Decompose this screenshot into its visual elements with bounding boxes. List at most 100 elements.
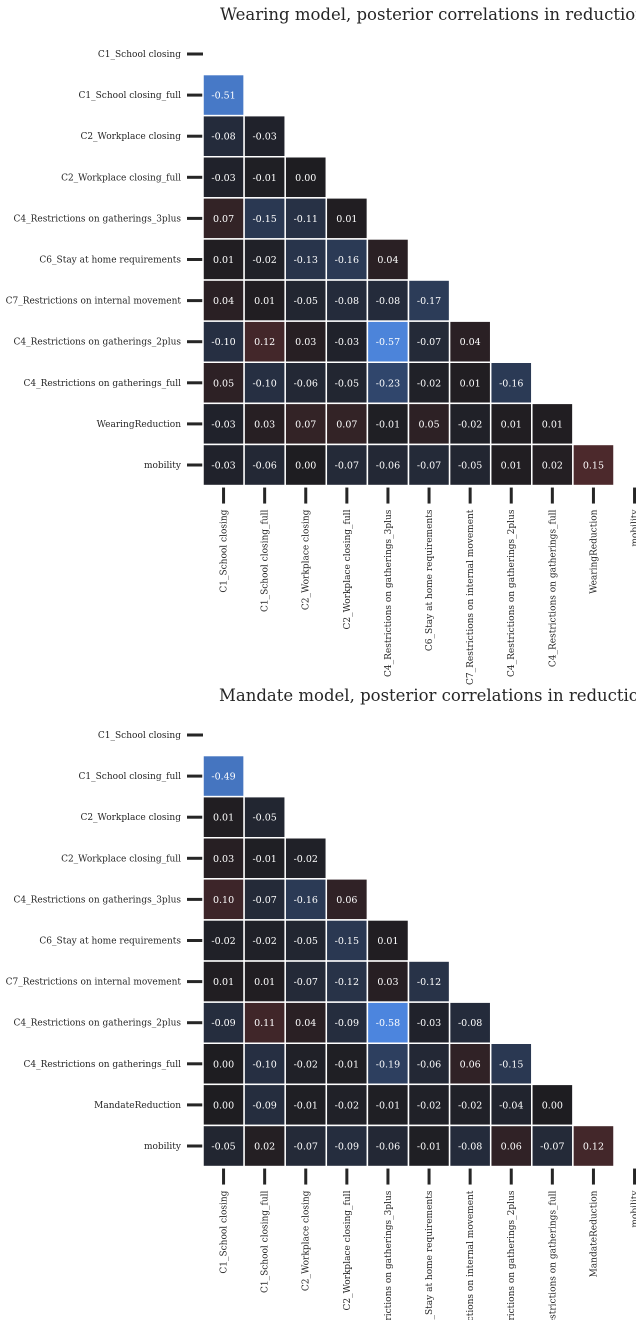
y-tick-label: C4_Restrictions on gatherings_2plus [14,338,182,348]
cell-value-label: 0.03 [213,854,234,865]
y-tick-label: WearingReduction [97,420,182,430]
heatmap-cell [284,320,328,363]
cell-value-label: -0.02 [417,1100,441,1111]
x-tick-label: C2_Workplace closing_full [343,1190,353,1310]
cell-value-label: -0.16 [335,255,359,266]
cell-value-label: 0.00 [295,461,316,472]
cell-value-label: 0.12 [254,337,275,348]
cell-value-label: 0.01 [377,936,398,947]
cell-value-label: 0.01 [501,461,522,472]
cell-value-label: -0.17 [417,296,441,307]
y-tick-label: C7_Restrictions on internal movement [6,297,182,307]
cell-value-label: -0.05 [335,378,359,389]
cell-value-label: -0.02 [252,936,276,947]
x-tick-label: C2_Workplace closing_full [343,509,353,629]
y-tick-label: C4_Restrictions on gatherings_3plus [14,214,182,224]
y-tick-label: C1_School closing_full [79,772,182,782]
x-tick-label: C7_Restrictions on internal movement [466,1190,476,1320]
x-tick-label: C4_Restrictions on gatherings_3plus [384,509,394,677]
heatmap-cell [366,1042,410,1086]
cell-value-label: -0.05 [294,296,318,307]
heatmap-cell [202,114,245,158]
heatmap-cell [448,443,492,487]
y-tick-label: C1_School closing_full [79,91,182,101]
cell-value-label: 0.06 [336,895,357,906]
chart-title: Mandate model, posterior correlations in… [219,686,636,705]
cell-value-label: 0.15 [583,461,604,472]
y-tick-label: C4_Restrictions on gatherings_full [23,379,181,389]
heatmap-cell [407,402,451,446]
cell-value-label: -0.15 [499,1059,523,1070]
y-tick-label: C1_School closing [98,50,181,60]
x-tick-label: mobility [631,1190,636,1228]
cell-value-label: -0.03 [211,461,235,472]
heatmap-cell [243,279,286,322]
cell-value-label: -0.01 [252,854,276,865]
cell-value-label: 0.04 [295,1018,316,1029]
heatmap-cell [448,320,492,363]
cell-value-label: -0.10 [211,337,235,348]
heatmap-cell [202,320,245,363]
cell-value-label: 0.02 [254,1142,275,1153]
y-tick-label: C7_Restrictions on internal movement [6,978,182,988]
cell-value-label: -0.02 [294,854,318,865]
cell-value-label: 0.03 [295,337,316,348]
cell-value-label: -0.05 [458,461,482,472]
x-tick-label: C7_Restrictions on internal movement [466,509,476,685]
cell-value-label: -0.12 [335,977,359,988]
cell-value-label: 0.03 [377,977,398,988]
cell-value-label: -0.08 [335,296,359,307]
heatmap-cell [202,73,245,117]
heatmap-cell [448,1042,492,1086]
cell-value-label: -0.07 [540,1142,564,1153]
cell-value-label: -0.07 [294,977,318,988]
heatmap-cell [243,156,286,199]
cell-value-label: -0.05 [294,936,318,947]
cell-value-label: 0.07 [213,214,234,225]
heatmap-cell [407,1124,451,1168]
heatmap-cell [202,402,245,446]
y-tick-label: mobility [144,461,182,471]
y-tick-label: mobility [144,1142,182,1152]
cell-value-label: -0.03 [211,419,235,430]
heatmap-cell [489,443,533,487]
cell-value-label: 0.00 [542,1100,563,1111]
x-tick-label: C2_Workplace closing [302,1190,312,1291]
x-tick-label: C4_Restrictions on gatherings_2plus [507,509,517,677]
heatmap-cell [243,320,286,363]
cell-value-label: -0.16 [294,895,318,906]
x-tick-label: MandateReduction [589,1190,599,1277]
heatmap-cell [448,1001,492,1045]
cell-value-label: 0.00 [213,1059,234,1070]
cell-value-label: -0.02 [252,255,276,266]
heatmap-cell [572,1124,615,1168]
heatmap-cell [325,238,369,281]
heatmap-cell [284,443,328,487]
cell-value-label: 0.10 [213,895,234,906]
heatmap-cell [325,197,369,240]
cell-value-label: -0.19 [376,1059,400,1070]
heatmap-cell [366,919,410,962]
y-tick-label: C4_Restrictions on gatherings_full [23,1060,181,1070]
cell-value-label: -0.10 [252,1059,276,1070]
cell-value-label: -0.03 [252,132,276,143]
heatmap-cell [202,361,245,405]
cell-value-label: -0.09 [335,1142,359,1153]
cell-value-label: 0.01 [542,419,563,430]
cell-value-label: 0.06 [460,1059,481,1070]
cell-value-label: -0.09 [211,1018,235,1029]
x-tick-label: C6_Stay at home requirements [425,1190,435,1320]
cell-value-label: 0.07 [336,419,357,430]
y-tick-label: MandateReduction [94,1101,181,1111]
cell-value-label: -0.04 [499,1100,523,1111]
cell-value-label: 0.01 [213,977,234,988]
heatmap-cell [202,238,245,281]
cell-value-label: -0.09 [252,1100,276,1111]
x-tick-label: C6_Stay at home requirements [425,509,435,651]
cell-value-label: -0.03 [335,337,359,348]
heatmap-cell [531,443,574,487]
cell-value-label: -0.23 [376,378,400,389]
heatmap-cell [243,114,286,158]
y-tick-label: C2_Workplace closing_full [61,173,181,183]
cell-value-label: -0.06 [252,461,276,472]
